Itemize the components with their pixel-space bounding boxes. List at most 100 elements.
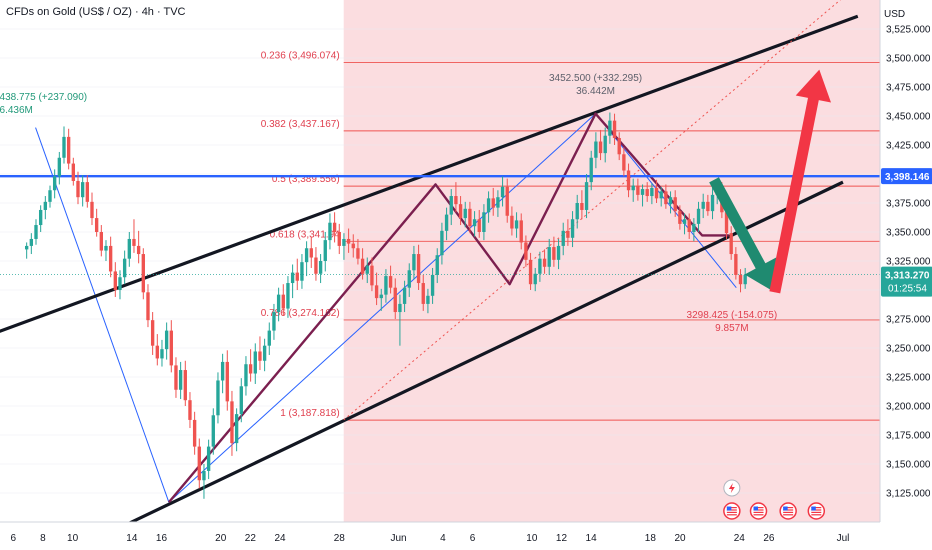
flag-stripe [811,509,822,511]
candle-body [211,415,215,447]
candle-body [328,222,332,241]
candle-body [566,230,570,238]
candle-body [589,157,593,183]
candle-body [197,446,201,481]
candle-body [706,201,710,212]
candle-body [552,247,556,260]
candle-body [155,345,159,359]
candle-body [248,364,253,374]
flag-stripe [753,514,764,516]
candle-body [108,245,113,272]
annotation-text: 3452.500 (+332.295) [549,73,642,84]
candle-body [486,198,491,213]
candle-body [519,220,523,243]
candle-body [701,201,705,209]
candle-body [146,292,150,321]
candle-body [80,182,85,198]
candle-body [510,215,514,229]
candle-body [603,135,607,154]
candle-body [743,274,747,285]
candle-body [612,120,617,139]
candle-body [351,243,355,249]
event-flag-icon[interactable] [807,502,826,520]
candle-body [393,287,397,313]
candle-body [34,225,38,239]
candle-body [421,283,425,304]
candle-body [654,187,659,199]
candle-body [220,361,225,381]
price-tick-label: 3,325.000 [886,257,931,268]
time-tick-label: 20 [674,533,686,544]
candle-body [258,351,262,361]
annotation-text: 9.857M [715,323,748,334]
flag-stripe [783,507,794,509]
candle-body [477,219,481,232]
price-tick-label: 3,125.000 [886,489,931,500]
flag-stripe [783,509,794,511]
arrow-green-down [709,177,777,293]
candle-body [94,218,99,232]
candle-body [584,182,589,210]
time-tick-label: 16 [156,533,168,544]
candle-body [626,170,631,191]
candle-body [402,287,407,304]
price-tick-label: 3,450.000 [886,112,931,123]
candle-body [458,204,463,219]
candle-body [687,219,691,232]
resistance-price-tag [881,168,932,185]
candle-body [673,197,677,212]
candle-body [57,157,62,177]
candle-body [234,414,239,444]
candle-body [556,245,561,260]
annotation-text: 6.436M [0,105,33,116]
candle-body [295,272,299,281]
candle-body [514,220,519,229]
flag-ring [779,502,797,520]
fib-label: 0.786 (3,274.162) [261,308,340,319]
forecast-arrows [709,69,831,294]
candle-body [491,198,495,208]
candle-body [127,238,131,259]
candle-body [90,201,94,219]
candle-body [300,262,304,281]
candle-body [304,248,309,263]
channel-line-lower [123,180,844,527]
candle-body [463,208,467,219]
candle-body [206,446,211,471]
flag-ring [807,502,826,520]
time-axis-bg [0,522,932,550]
time-tick-label: 18 [645,533,657,544]
candle-body [622,154,626,171]
event-flag-icon[interactable] [779,502,797,520]
fib-label: 1 (3,187.818) [280,408,340,419]
time-axis[interactable]: 6 8 10 14 16 20 22 24 28 Jun 4 6 10 12 14 18 20 24 26 Jul [0,521,932,550]
price-tick-label: 3,475.000 [886,83,931,94]
time-tick-label: 24 [734,533,746,544]
candle-body [216,380,220,416]
candle-body [225,361,229,402]
event-icons[interactable] [723,479,826,520]
flag-stripe [726,511,737,513]
candle-body [547,247,551,267]
time-tick-label: 20 [215,533,227,544]
flag-stripe [811,507,822,509]
price-axis[interactable]: 3,125.000 3,150.000 3,175.000 3,200.000 3,22… [879,0,932,550]
candle-body [542,258,547,267]
price-tick-label: 3,250.000 [886,344,931,355]
arrow-red-up [769,69,831,294]
time-tick-label: 14 [586,533,598,544]
candle-body [267,330,271,346]
event-flag-icon[interactable] [749,502,768,520]
currency-label[interactable]: USD [884,9,906,20]
time-tick-label: 14 [126,533,138,544]
candle-body [724,212,729,234]
flag-canton [783,506,788,511]
candle-body [710,194,715,212]
price-tick-label: 3,275.000 [886,315,931,326]
candle-body [682,219,687,224]
lightning-icon[interactable] [723,479,741,497]
event-flag-icon[interactable] [723,502,741,520]
time-tick-label: Jul [837,533,850,544]
time-tick-label: 6 [11,533,17,544]
candle-body [356,248,360,259]
